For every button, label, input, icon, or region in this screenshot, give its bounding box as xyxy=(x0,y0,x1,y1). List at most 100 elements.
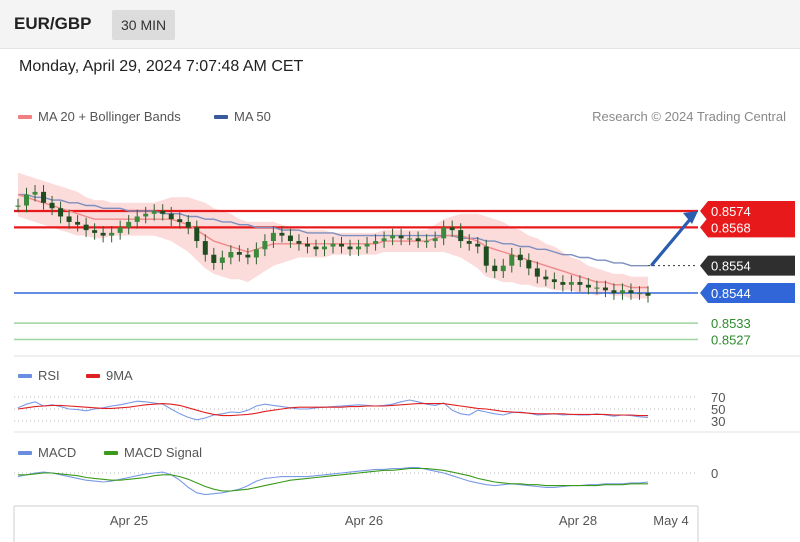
candle-73 xyxy=(636,293,642,295)
candle-16 xyxy=(151,211,157,214)
legend-macd: MACD xyxy=(18,445,76,460)
candle-50 xyxy=(441,227,447,239)
bollinger-band xyxy=(18,172,648,299)
price-tag-current-bg xyxy=(700,255,795,276)
legend-macd-signal-label: MACD Signal xyxy=(124,445,203,460)
candle-51 xyxy=(449,227,455,231)
price-tag-resistance-1-bg xyxy=(700,201,795,221)
macd-zero-label: 0 xyxy=(711,466,718,481)
x-tick-0: Apr 25 xyxy=(110,513,148,528)
candle-21 xyxy=(194,227,200,242)
candle-54 xyxy=(475,243,481,247)
candle-31 xyxy=(279,232,285,236)
candle-33 xyxy=(296,241,302,244)
candle-56 xyxy=(492,265,498,272)
candle-49 xyxy=(432,238,438,242)
price-tag-support-1: 0.8533 xyxy=(711,316,751,331)
candle-6 xyxy=(66,216,72,222)
candle-38 xyxy=(339,243,345,247)
candle-66 xyxy=(577,282,583,285)
candle-19 xyxy=(177,219,183,222)
candle-2 xyxy=(32,191,38,195)
candle-24 xyxy=(219,257,225,263)
candle-37 xyxy=(330,243,336,247)
candle-70 xyxy=(611,290,617,293)
candle-62 xyxy=(543,276,549,280)
candle-9 xyxy=(92,230,98,233)
candle-40 xyxy=(356,246,362,250)
legend-ma20: MA 20 + Bollinger Bands xyxy=(18,109,181,124)
projection-arrow-shaft xyxy=(650,215,694,267)
candle-4 xyxy=(49,202,55,209)
candle-34 xyxy=(304,243,310,247)
candle-17 xyxy=(160,211,166,214)
research-credit: Research © 2024 Trading Central xyxy=(592,109,786,124)
x-tick-2: Apr 28 xyxy=(559,513,597,528)
rsi-level-label-2: 30 xyxy=(711,414,725,429)
candle-26 xyxy=(236,252,242,255)
candle-30 xyxy=(270,232,276,242)
legend-ma50-label: MA 50 xyxy=(234,109,271,124)
legend-ma50: MA 50 xyxy=(214,109,271,124)
rsi-level-label-1: 50 xyxy=(711,402,725,417)
legend-rsi-label: RSI xyxy=(38,368,60,383)
candle-13 xyxy=(126,221,132,228)
candle-14 xyxy=(134,216,140,222)
candle-36 xyxy=(321,246,327,250)
candle-47 xyxy=(415,238,421,242)
macd-signal-line xyxy=(18,467,648,492)
candle-18 xyxy=(168,213,174,220)
legend-rsi: RSI xyxy=(18,368,60,383)
legend-macd-signal: MACD Signal xyxy=(104,445,202,460)
candle-15 xyxy=(143,213,149,217)
top-bar: EUR/GBP 30 MIN xyxy=(0,0,800,49)
candle-55 xyxy=(483,246,489,266)
candle-28 xyxy=(253,249,259,258)
price-tag-pivot: 0.8544 xyxy=(711,286,751,301)
candle-57 xyxy=(500,265,506,272)
price-tag-pivot-bg xyxy=(700,283,795,303)
candle-58 xyxy=(509,254,515,266)
candle-22 xyxy=(202,241,208,255)
legend-rsi-ma: 9MA xyxy=(86,368,133,383)
macd-line xyxy=(17,467,649,496)
timeframe-badge[interactable]: 30 MIN xyxy=(112,10,176,40)
candle-20 xyxy=(185,221,191,228)
price-tag-support-2: 0.8527 xyxy=(711,332,751,347)
price-tag-resistance-2: 0.8568 xyxy=(711,220,751,235)
candle-44 xyxy=(390,235,396,239)
instrument-title: EUR/GBP xyxy=(14,14,92,33)
candle-39 xyxy=(347,246,353,250)
candle-60 xyxy=(526,260,532,269)
candle-64 xyxy=(560,282,566,285)
rsi-ma-line xyxy=(17,403,648,417)
candle-5 xyxy=(58,208,64,217)
candle-11 xyxy=(109,232,115,236)
candle-41 xyxy=(364,243,370,247)
legend-ma20-label: MA 20 + Bollinger Bands xyxy=(38,109,181,124)
candle-25 xyxy=(228,252,234,258)
legend-ma20-swatch xyxy=(18,114,32,119)
candle-63 xyxy=(551,279,557,283)
candle-52 xyxy=(458,230,464,242)
ma50-line xyxy=(18,193,648,267)
candle-0 xyxy=(15,205,21,207)
projection-arrow-head xyxy=(683,211,698,224)
candle-35 xyxy=(313,246,319,250)
candle-32 xyxy=(287,235,293,242)
legend-rsi-swatch xyxy=(18,373,32,378)
legend-rsi-ma-swatch xyxy=(86,373,100,378)
candle-3 xyxy=(41,191,47,203)
candle-29 xyxy=(262,241,268,250)
legend-macd-label: MACD xyxy=(38,445,77,460)
legend-macd-swatch xyxy=(18,450,32,455)
timestamp: Monday, April 29, 2024 7:07:48 AM CET xyxy=(19,58,304,75)
candle-65 xyxy=(568,282,574,285)
candle-72 xyxy=(628,290,634,293)
candle-45 xyxy=(398,235,404,239)
candle-27 xyxy=(245,254,251,258)
candle-71 xyxy=(619,290,625,293)
legend-rsi-ma-label: 9MA xyxy=(106,368,133,383)
candle-7 xyxy=(75,221,81,225)
candle-69 xyxy=(602,287,608,291)
